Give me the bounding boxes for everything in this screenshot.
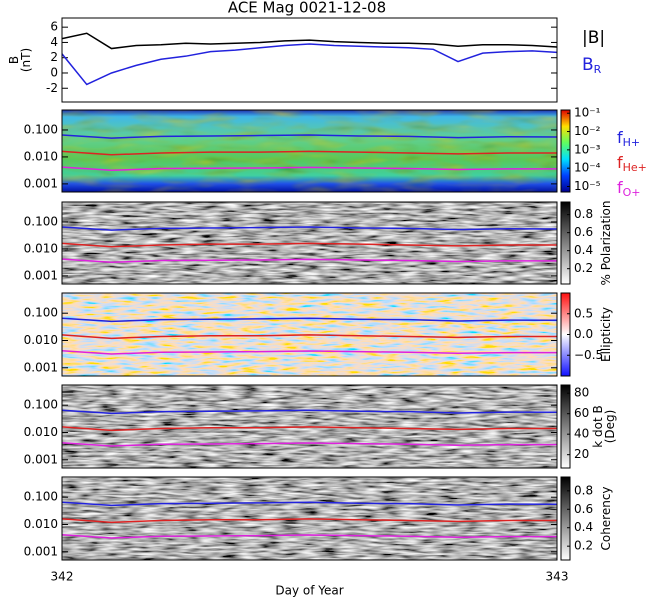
- series-line: [62, 226, 557, 231]
- plot-frame: [61, 384, 558, 469]
- series-line: [62, 150, 557, 156]
- series-line: [62, 134, 557, 139]
- series-line: [62, 518, 557, 524]
- y-tick-label: 0.001: [24, 268, 58, 282]
- colorbar-tick-label: −0.5: [574, 348, 603, 362]
- colorbar-tick-label: 0.0: [574, 327, 593, 341]
- legend-label: |B|: [582, 28, 605, 48]
- series-line: [62, 501, 557, 507]
- legend-label: fH+: [617, 128, 640, 150]
- plot-frame: [61, 476, 558, 561]
- colorbar-tick-label: 60: [574, 406, 589, 420]
- series-line: [62, 317, 557, 323]
- y-tick-label: 0.001: [24, 452, 58, 466]
- series-line: [62, 350, 557, 355]
- x-tick-label: 342: [51, 570, 74, 584]
- colorbar-tick-label: 0.5: [574, 306, 593, 320]
- legend-name: f: [617, 128, 623, 147]
- y-tick-label: -2: [46, 81, 58, 95]
- legend-label: fO+: [617, 178, 641, 200]
- y-tick-label: 2: [50, 50, 58, 64]
- series-line: [62, 242, 557, 248]
- legend-name: |B|: [582, 28, 605, 48]
- colorbar-tick-label: 10⁻³: [574, 142, 601, 156]
- series-line: [62, 43, 557, 86]
- y-tick-label: 0.100: [24, 398, 58, 412]
- colorbar-label: Ellipticity: [599, 307, 613, 362]
- y-tick-label: 0.010: [24, 517, 58, 531]
- colorbar-tick-label: 10⁻²: [574, 124, 601, 138]
- legend-label: BR: [582, 55, 602, 76]
- legend-label: fHe+: [617, 153, 647, 175]
- x-axis-label: Day of Year: [275, 584, 343, 598]
- series-line: [62, 334, 557, 340]
- legend-name: B: [582, 55, 594, 75]
- series-line: [62, 534, 557, 539]
- colorbar-label-line: Coherency: [599, 486, 613, 550]
- colorbar-tick-label: 0.8: [574, 207, 593, 221]
- series-line: [62, 166, 557, 172]
- y-axis-label-line: B: [7, 56, 21, 64]
- colorbar-label: % Polarization: [599, 201, 613, 286]
- colorbar-tick-label: 0.6: [574, 502, 593, 516]
- y-axis-label-line: (nT): [19, 48, 33, 72]
- legend-subscript: He+: [623, 161, 647, 174]
- legend-name: f: [617, 153, 623, 172]
- legend-name: f: [617, 178, 623, 197]
- y-tick-label: 0.010: [24, 333, 58, 347]
- legend-subscript: H+: [623, 136, 641, 149]
- y-tick-label: 0.100: [24, 122, 58, 136]
- colorbar-label-line: Ellipticity: [599, 307, 613, 362]
- y-tick-label: 0.100: [24, 214, 58, 228]
- series-line: [62, 442, 557, 447]
- colorbar: [560, 384, 571, 469]
- colorbar-tick-label: 0.4: [574, 243, 593, 257]
- colorbar-tick-label: 0.8: [574, 483, 593, 497]
- colorbar-tick-label: 10⁻⁴: [574, 161, 601, 175]
- y-tick-label: 0.001: [24, 176, 58, 190]
- colorbar-label-line: k dot B: [591, 405, 605, 447]
- y-tick-label: 4: [50, 35, 58, 49]
- y-tick-label: 0.100: [24, 306, 58, 320]
- series-line: [62, 426, 557, 432]
- series-line: [62, 409, 557, 415]
- colorbar-label-line: (Deg): [603, 410, 617, 444]
- colorbar-tick-label: 10⁻¹: [574, 106, 601, 120]
- colorbar: [560, 476, 571, 561]
- chart-title: ACE Mag 0021-12-08: [228, 0, 386, 17]
- y-tick-label: 0.001: [24, 360, 58, 374]
- y-axis-label: B(nT): [7, 48, 33, 72]
- colorbar: [560, 201, 571, 285]
- colorbar-tick-label: 10⁻⁵: [574, 179, 601, 193]
- colorbar-tick-label: 80: [574, 386, 589, 400]
- y-tick-label: 6: [50, 20, 58, 34]
- series-line: [62, 32, 557, 50]
- colorbar-tick-label: 40: [574, 427, 589, 441]
- colorbar-tick-label: 20: [574, 447, 589, 461]
- plot-frame: [61, 201, 558, 285]
- colorbar-label: k dot B(Deg): [591, 405, 617, 447]
- colorbar-tick-label: 0.2: [574, 539, 593, 553]
- colorbar: [560, 109, 571, 193]
- y-tick-label: 0.010: [24, 425, 58, 439]
- colorbar-tick-label: 0.4: [574, 520, 593, 534]
- y-tick-label: 0.100: [24, 490, 58, 504]
- colorbar-tick-label: 0.6: [574, 225, 593, 239]
- y-tick-label: 0: [50, 65, 58, 79]
- plot-frame: [61, 109, 558, 193]
- y-tick-label: 0.010: [24, 149, 58, 163]
- y-tick-label: 0.010: [24, 241, 58, 255]
- plot-frame: [61, 292, 558, 377]
- series-line: [62, 258, 557, 264]
- colorbar-label-line: % Polarization: [599, 201, 613, 286]
- legend-subscript: R: [594, 63, 602, 76]
- legend-subscript: O+: [623, 186, 641, 199]
- y-tick-label: 0.001: [24, 544, 58, 558]
- colorbar-tick-label: 0.2: [574, 261, 593, 275]
- plot-frame: [61, 17, 558, 103]
- colorbar-label: Coherency: [599, 486, 613, 550]
- x-tick-label: 343: [546, 570, 569, 584]
